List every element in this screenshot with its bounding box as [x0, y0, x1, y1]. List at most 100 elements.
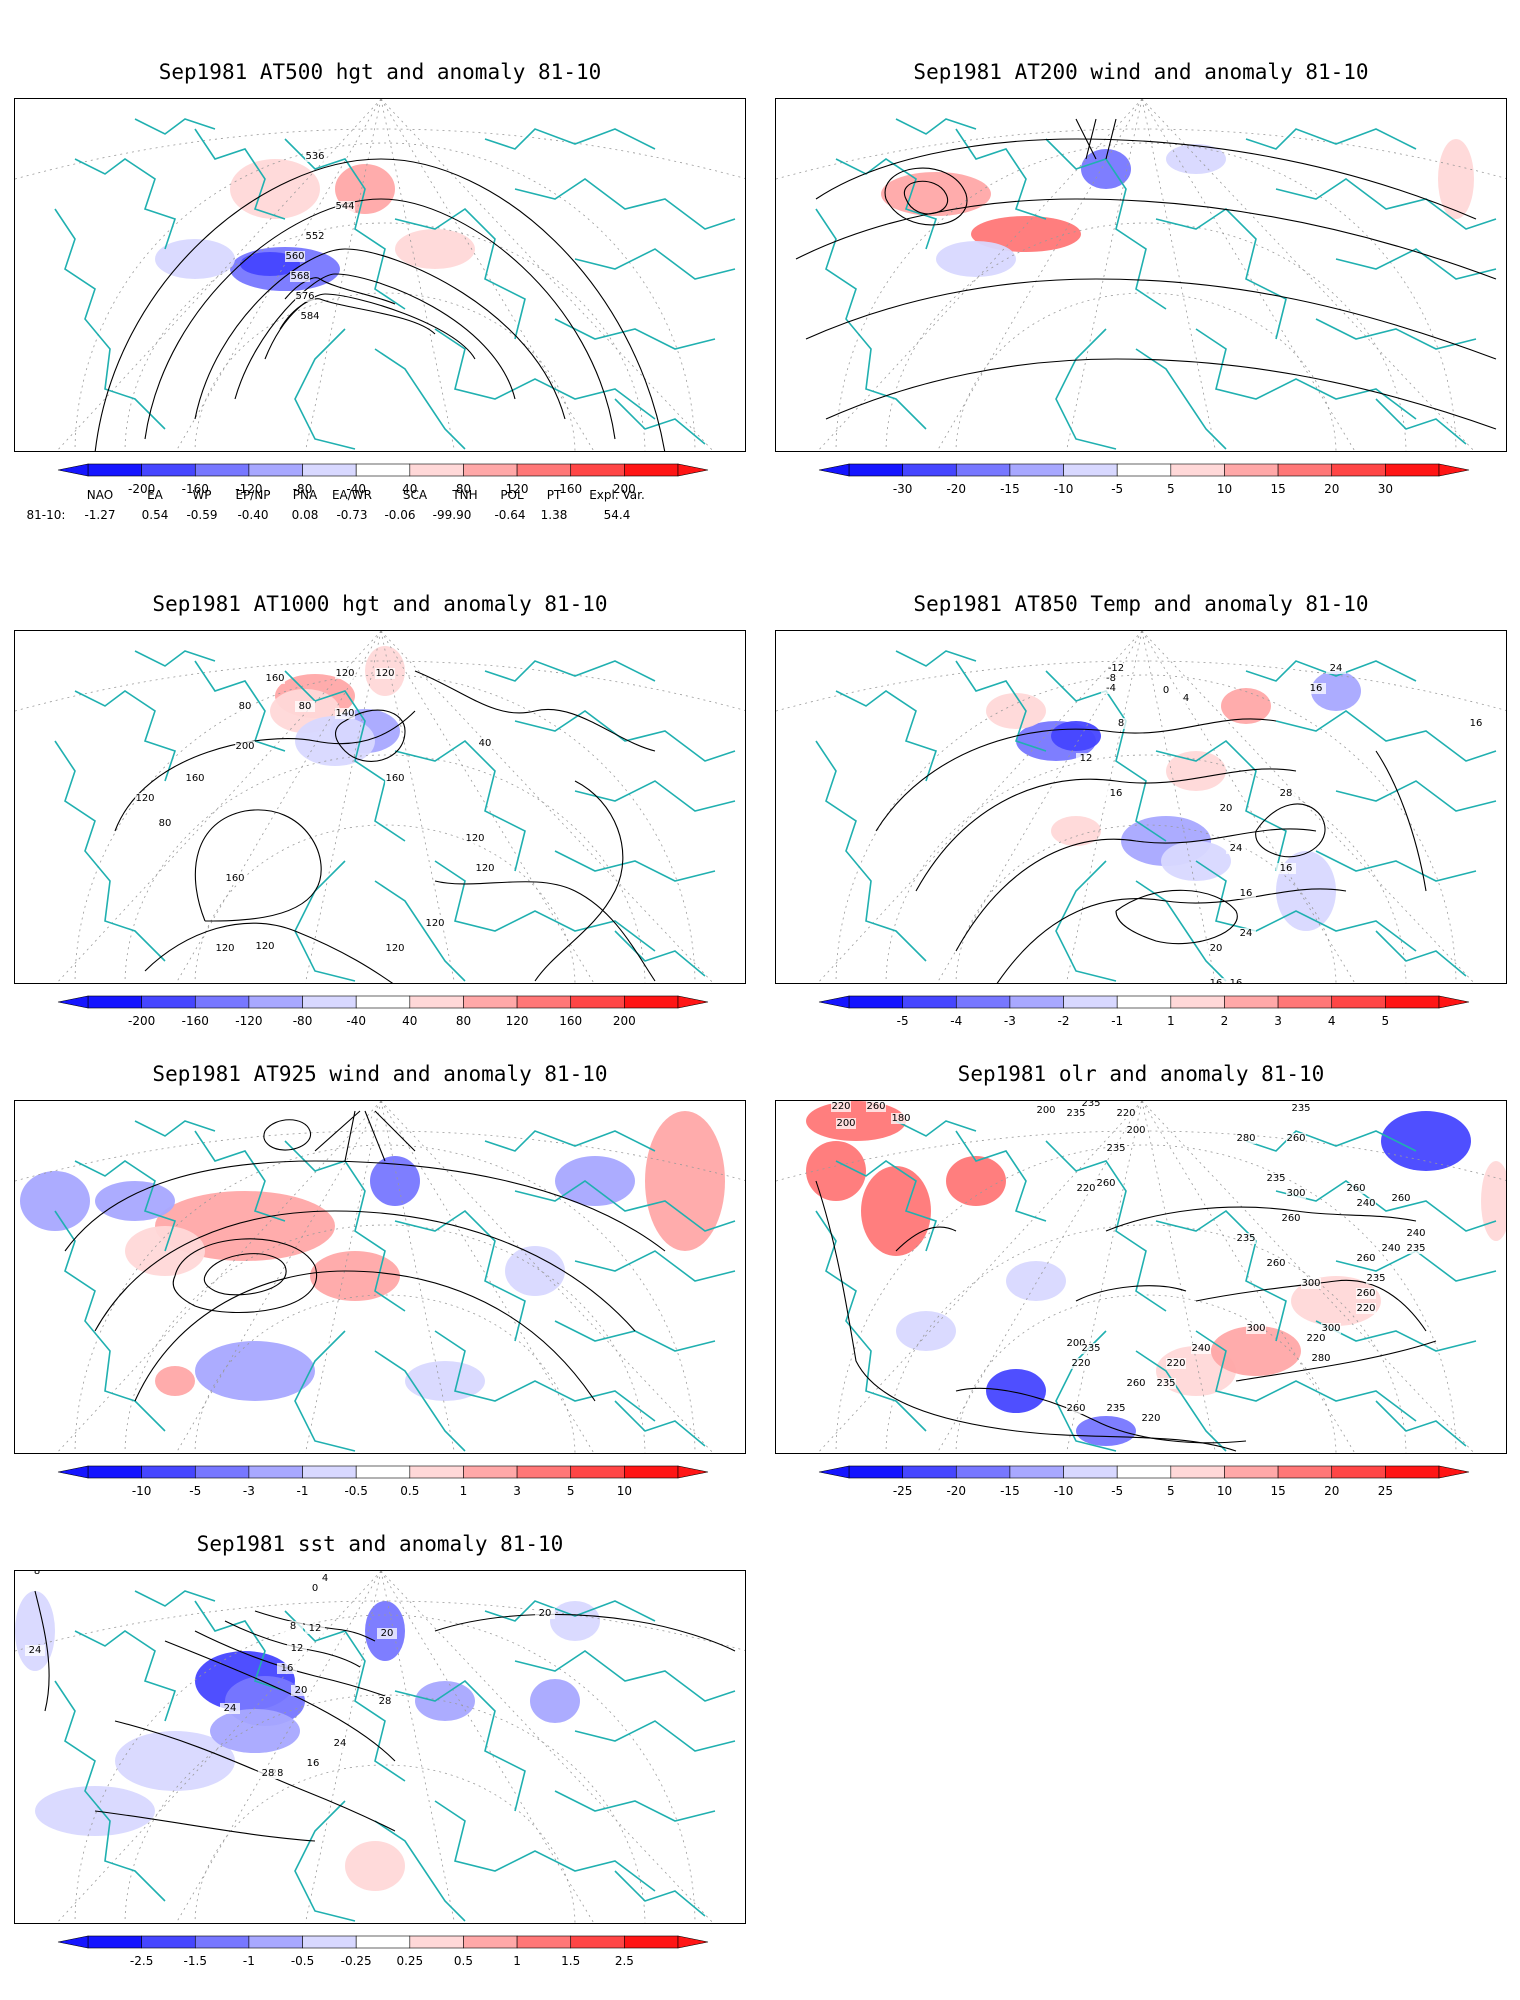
colorbar-tick-label: -20 [946, 482, 967, 496]
anomaly-shading [946, 1156, 1006, 1206]
contour-label-bg [1391, 1193, 1411, 1204]
colorbar-swatch [302, 1465, 357, 1479]
colorbar-tick-label: 1 [1166, 1014, 1175, 1028]
contour-label: 120 [375, 668, 394, 679]
colorbar-swatch [624, 995, 679, 1009]
contour-label-bg [1291, 1103, 1311, 1114]
contour-line [234, 273, 516, 400]
contour-label: 16 [1210, 978, 1223, 984]
contour-line [194, 248, 566, 420]
colorbar-tick-label: 3 [1274, 1014, 1282, 1028]
meridian-line [380, 631, 714, 983]
coastline [134, 650, 216, 667]
colorbar-arrow-left [57, 995, 89, 1009]
contour-label-bg [1366, 1273, 1386, 1284]
colorbar-swatch [902, 463, 957, 477]
contour-label: 24 [1240, 928, 1253, 939]
contour-label-bg [1301, 1278, 1321, 1289]
map-plot: 536 544 552 560 568 576 584 [14, 98, 746, 452]
contour-label-bg [1406, 1243, 1426, 1254]
latitude-circle [74, 1614, 696, 1923]
colorbar-swatch [248, 463, 303, 477]
contour-line [825, 358, 1497, 430]
colorbar-swatch [955, 1465, 1011, 1479]
colorbar: -200 -160 -120 -80 -40 40 80 120 160 200 [57, 462, 709, 498]
coastline [374, 880, 466, 982]
contour-label-bg [135, 793, 155, 804]
colorbar-svg [818, 463, 1470, 477]
contour-label: 200 [1066, 1338, 1085, 1349]
contour-label-bg [1206, 943, 1226, 954]
anomaly-shading [230, 159, 320, 219]
meridian-line [56, 99, 382, 451]
colorbar-swatch [1063, 995, 1118, 1009]
contour-line [805, 278, 1497, 360]
contour-label-bg [377, 1628, 397, 1639]
colorbar-swatch [409, 1935, 464, 1949]
colorbar-arrow-left [818, 995, 850, 1009]
contour-label-bg [1406, 1228, 1426, 1239]
contour-label: 80 [159, 818, 172, 829]
contour-label: 300 [1286, 1188, 1305, 1199]
map-svg [15, 1101, 745, 1453]
coastline-layer [815, 118, 1497, 450]
colorbar-swatch [463, 995, 518, 1009]
anomaly-layer [15, 1591, 600, 1891]
coastline [74, 1630, 177, 1722]
anomaly-layer [155, 159, 475, 291]
contour-label: 300 [1301, 1278, 1320, 1289]
contour-label: 235 [1366, 1273, 1385, 1284]
latitude-circle [194, 1764, 576, 1923]
coastline [574, 780, 736, 812]
contour-label-bg [385, 943, 405, 954]
lat-lon-grid [776, 99, 1506, 451]
contour-label: 120 [215, 943, 234, 954]
colorbar-tick-label: -40 [346, 1014, 366, 1028]
meridian-line [175, 1101, 382, 1453]
contour-label: 16 [1470, 718, 1483, 729]
colorbar-tick-label: 3 [513, 1484, 521, 1498]
contour-line [114, 1720, 396, 1832]
colorbar-swatch [955, 995, 1011, 1009]
contour-label: 8 [1118, 718, 1124, 729]
tele-value: 0.08 [291, 508, 319, 522]
colorbar-tick-label: 80 [455, 1014, 472, 1028]
anomaly-shading [1081, 149, 1131, 189]
meridian-line [936, 1101, 1143, 1453]
contour-label-bg [285, 251, 305, 262]
anomaly-shading [1166, 144, 1226, 174]
colorbar-swatch [355, 1465, 411, 1479]
colorbar-arrow-left [57, 1465, 89, 1479]
contour-label: 260 [1356, 1253, 1375, 1264]
coastline-layer [54, 1590, 736, 1922]
contour-label: 260 [1126, 1378, 1145, 1389]
contour-label-bg [291, 1685, 311, 1696]
tele-value: -0.06 [384, 508, 416, 522]
coastline [1135, 348, 1227, 450]
contour-label-bg [1326, 663, 1346, 674]
coastline [1155, 1209, 1287, 1342]
tele-value: -0.40 [237, 508, 269, 522]
contour-label-bg [425, 918, 445, 929]
meridian-line [380, 1571, 714, 1923]
contour-label: 0 [1163, 685, 1169, 696]
colorbar-svg [57, 1935, 709, 1949]
colorbar-swatch [355, 1935, 411, 1949]
contour-line [815, 138, 1477, 220]
meridian-line [305, 99, 382, 451]
contour-label-bg [1141, 1413, 1161, 1424]
meridian-line [1141, 99, 1475, 451]
coastline [1375, 1400, 1467, 1447]
contour-line [955, 828, 1317, 952]
contour-line [144, 922, 394, 983]
coastline [1045, 670, 1167, 842]
contour-line [434, 1613, 736, 1652]
contour-label: 220 [1166, 1358, 1185, 1369]
contour-label: 40 [479, 738, 492, 749]
lat-lon-grid [15, 1101, 745, 1453]
map-plot [14, 1100, 746, 1454]
panel-title: Sep1981 AT925 wind and anomaly 81-10 [152, 1062, 608, 1086]
colorbar-swatch [1224, 995, 1279, 1009]
panel-500hgt: Sep1981 AT500 hgt and anomaly 81-10 536 5… [14, 60, 746, 500]
